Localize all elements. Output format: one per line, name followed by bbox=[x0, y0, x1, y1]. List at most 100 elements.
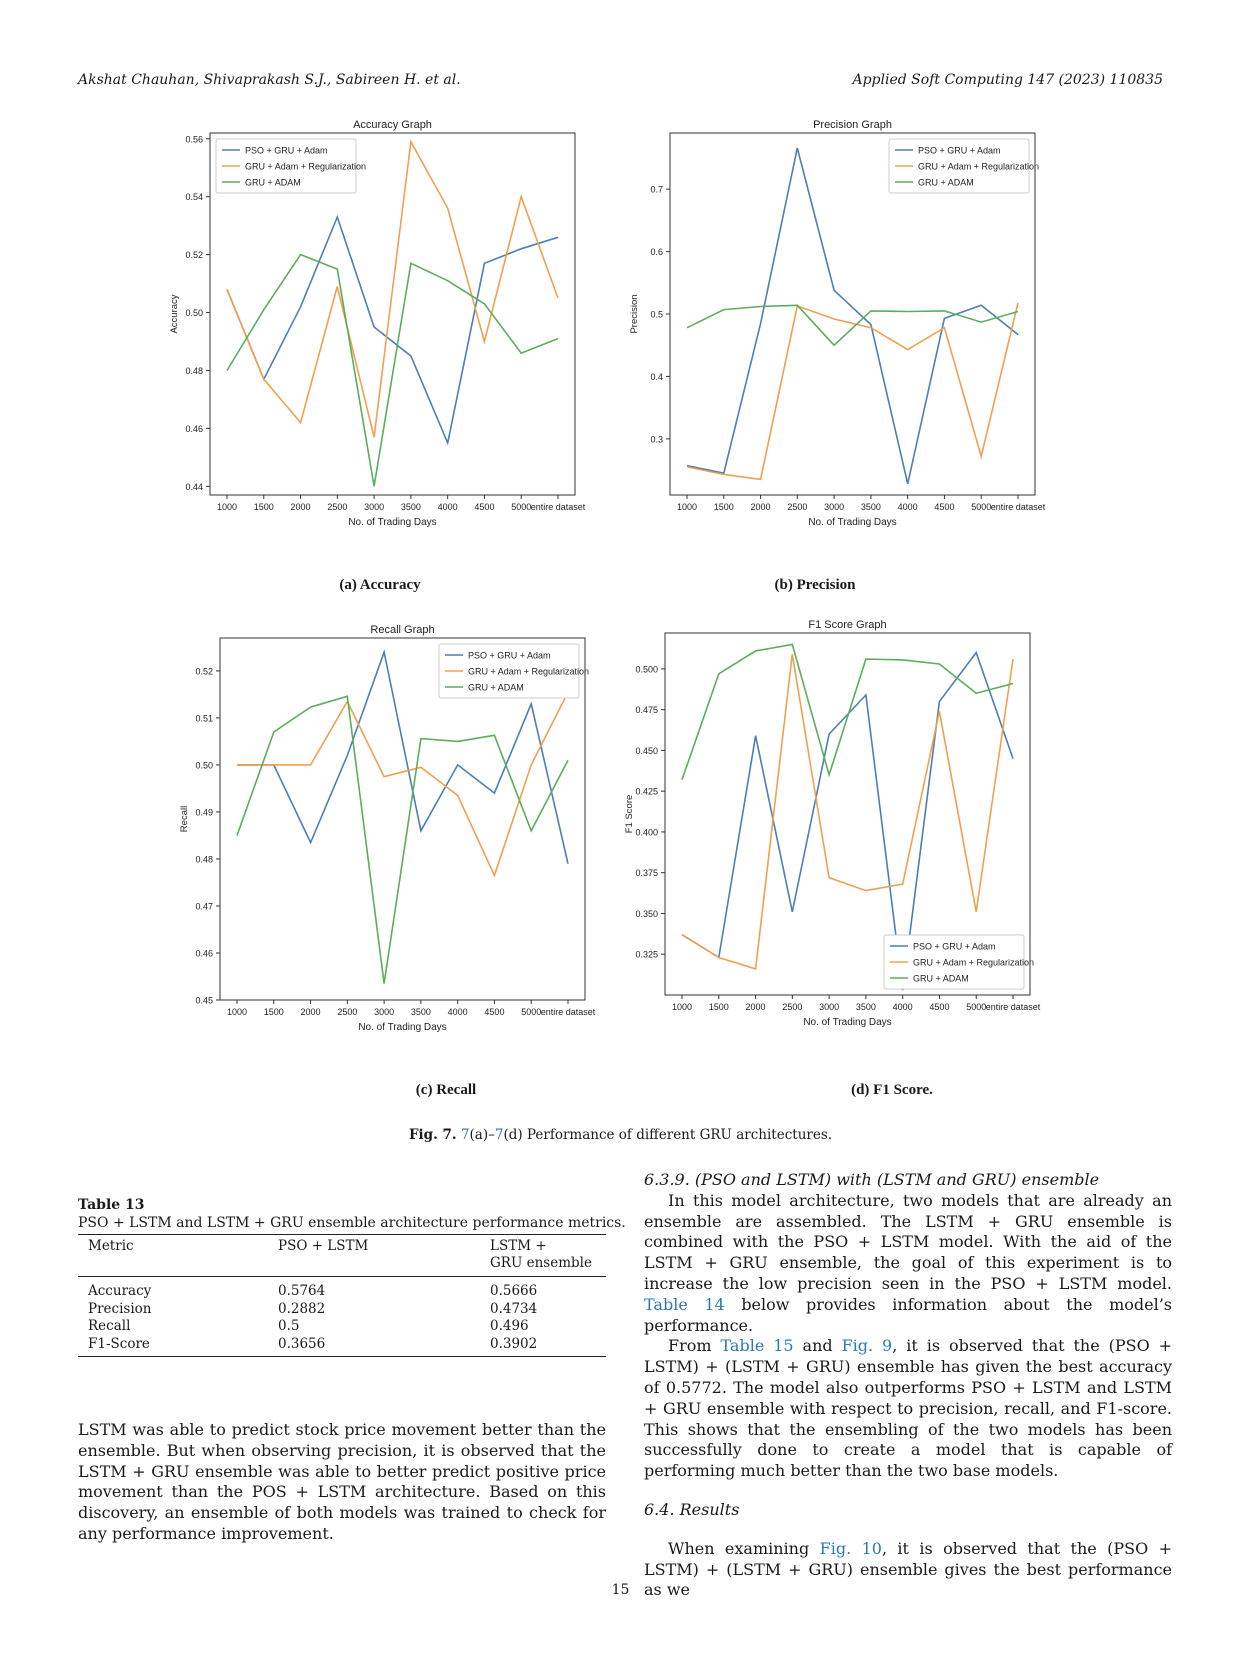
chart-legend: PSO + GRU + Adam GRU + Adam + Regularizat… bbox=[215, 138, 366, 194]
table-15-link[interactable]: Table 15 bbox=[720, 1336, 794, 1356]
series-line bbox=[686, 302, 1019, 481]
series-line bbox=[226, 214, 559, 446]
fig-9-link[interactable]: Fig. 9 bbox=[841, 1336, 893, 1356]
x-tick-label: 2500 bbox=[787, 502, 807, 512]
y-tick-label: 0.325 bbox=[635, 950, 658, 960]
x-tick-label: 2000 bbox=[291, 502, 311, 512]
series-line bbox=[226, 139, 559, 438]
x-tick-label: 3000 bbox=[819, 1002, 839, 1012]
subcaption-b: (b) Precision bbox=[774, 577, 856, 593]
recall-chart: Recall Graph 0.45 0.46 0.47 0.48 0.49 0.50 0.51… bbox=[179, 620, 630, 1054]
y-tick-label: 0.4 bbox=[650, 372, 663, 382]
paragraph: When examining Fig. 10, it is observed t… bbox=[644, 1538, 1173, 1600]
x-tick-label: 4000 bbox=[893, 1002, 913, 1012]
figure-ref-a[interactable]: 7 bbox=[460, 1127, 470, 1143]
series-line bbox=[681, 643, 1014, 781]
x-tick-label: 5000 bbox=[966, 1002, 986, 1012]
section-heading-results: 6.4. Results bbox=[644, 1499, 740, 1519]
x-tick-label: 2500 bbox=[337, 1007, 357, 1017]
figure-caption: Fig. 7. 7(a)–7(d) Performance of differe… bbox=[0, 1127, 1241, 1143]
y-tick-label: 0.46 bbox=[195, 948, 213, 958]
y-axis-label: Precision bbox=[629, 294, 640, 333]
x-tick-label: entire dataset bbox=[991, 502, 1046, 512]
table-row: F1-Score 0.3656 0.3902 bbox=[78, 1336, 606, 1357]
x-tick-label: 2000 bbox=[751, 502, 771, 512]
x-tick-label: 2500 bbox=[327, 502, 347, 512]
x-tick-label: 2000 bbox=[301, 1007, 321, 1017]
legend-label: GRU + ADAM bbox=[913, 974, 969, 984]
table-cell: 0.5666 bbox=[490, 1283, 538, 1299]
y-tick-label: 0.52 bbox=[195, 666, 213, 676]
y-tick-label: 0.50 bbox=[185, 308, 203, 318]
x-tick-label: 4000 bbox=[898, 502, 918, 512]
y-tick-label: 0.46 bbox=[185, 424, 203, 434]
x-tick-label: 4500 bbox=[484, 1007, 504, 1017]
x-tick-label: 4000 bbox=[438, 502, 458, 512]
table-header-row: Metric PSO + LSTM LSTM + GRU ensemble bbox=[78, 1234, 606, 1277]
y-axis-label: Accuracy bbox=[169, 294, 180, 333]
legend-label: GRU + ADAM bbox=[918, 178, 974, 188]
legend-label: PSO + GRU + Adam bbox=[913, 942, 996, 952]
x-tick-label: 1500 bbox=[254, 502, 274, 512]
figure-ref-a-suffix: (a)– bbox=[469, 1127, 495, 1143]
figure-ref-d[interactable]: 7 bbox=[494, 1127, 504, 1143]
y-tick-label: 0.54 bbox=[185, 192, 203, 202]
table-row: Recall 0.5 0.496 bbox=[78, 1318, 606, 1336]
running-header-journal: Applied Soft Computing 147 (2023) 110835 bbox=[852, 72, 1163, 88]
table-header-cell: LSTM + GRU ensemble bbox=[490, 1238, 592, 1271]
section-heading: 6.3.9. (PSO and LSTM) with (LSTM and GRU… bbox=[644, 1170, 1100, 1189]
legend-label: GRU + Adam + Regularization bbox=[245, 162, 366, 172]
x-tick-label: 3000 bbox=[824, 502, 844, 512]
series-line bbox=[226, 253, 559, 487]
legend-label: GRU + Adam + Regularization bbox=[918, 162, 1039, 172]
legend-box bbox=[438, 643, 580, 699]
series-line bbox=[686, 304, 1019, 347]
chart-title: F1 Score Graph bbox=[808, 619, 886, 631]
y-tick-label: 0.350 bbox=[635, 909, 658, 919]
table-cell: F1-Score bbox=[88, 1335, 150, 1352]
accuracy-chart: Accuracy Graph 0.44 0.46 0.48 0.50 0.52 0.54 0.… bbox=[169, 115, 620, 549]
legend-label: GRU + Adam + Regularization bbox=[913, 958, 1034, 968]
table-cell: 0.496 bbox=[490, 1318, 529, 1334]
y-tick-label: 0.48 bbox=[185, 366, 203, 376]
y-tick-label: 0.400 bbox=[635, 827, 658, 837]
x-tick-label: 5000 bbox=[971, 502, 991, 512]
legend-box bbox=[883, 934, 1025, 990]
y-tick-label: 0.47 bbox=[195, 901, 213, 911]
series-line bbox=[681, 654, 1014, 970]
x-tick-label: 3500 bbox=[401, 502, 421, 512]
y-tick-label: 0.45 bbox=[195, 996, 213, 1006]
x-tick-label: 4000 bbox=[448, 1007, 468, 1017]
table-cell: 0.5764 bbox=[278, 1283, 326, 1299]
paragraph: LSTM was able to predict stock price mov… bbox=[78, 1420, 606, 1543]
table-cell: 0.4734 bbox=[490, 1300, 538, 1317]
table-cell: Accuracy bbox=[88, 1283, 152, 1299]
x-tick-label: entire dataset bbox=[541, 1007, 596, 1017]
x-tick-label: 4500 bbox=[934, 502, 954, 512]
page-number: 15 bbox=[611, 1582, 630, 1598]
x-axis-label: No. of Trading Days bbox=[348, 517, 436, 528]
legend-label: GRU + ADAM bbox=[245, 178, 301, 188]
x-tick-label: 3000 bbox=[374, 1007, 394, 1017]
subcaption-c: (c) Recall bbox=[415, 1082, 477, 1098]
y-tick-label: 0.450 bbox=[635, 746, 658, 756]
subcaption-a: (a) Accuracy bbox=[339, 577, 421, 593]
table-row: Precision 0.2882 0.4734 bbox=[78, 1301, 606, 1319]
figure-label: Fig. 7. bbox=[408, 1127, 457, 1143]
table-header-cell: PSO + LSTM bbox=[278, 1238, 369, 1254]
x-axis-label: No. of Trading Days bbox=[358, 1022, 446, 1033]
chart-title: Accuracy Graph bbox=[353, 119, 432, 131]
table-cell: 0.2882 bbox=[278, 1300, 326, 1317]
x-tick-label: 1000 bbox=[672, 1002, 692, 1012]
y-tick-label: 0.375 bbox=[635, 868, 658, 878]
y-tick-label: 0.49 bbox=[195, 807, 213, 817]
y-tick-label: 0.475 bbox=[635, 705, 658, 715]
fig-10-link[interactable]: Fig. 10 bbox=[819, 1538, 882, 1558]
x-tick-label: 3000 bbox=[364, 502, 384, 512]
series-line bbox=[686, 147, 1019, 484]
y-axis-label: F1 Score bbox=[624, 795, 635, 834]
y-tick-label: 0.425 bbox=[635, 787, 658, 797]
table-14-link[interactable]: Table 14 bbox=[644, 1294, 725, 1314]
y-tick-label: 0.3 bbox=[650, 434, 663, 444]
y-tick-label: 0.5 bbox=[650, 310, 663, 320]
